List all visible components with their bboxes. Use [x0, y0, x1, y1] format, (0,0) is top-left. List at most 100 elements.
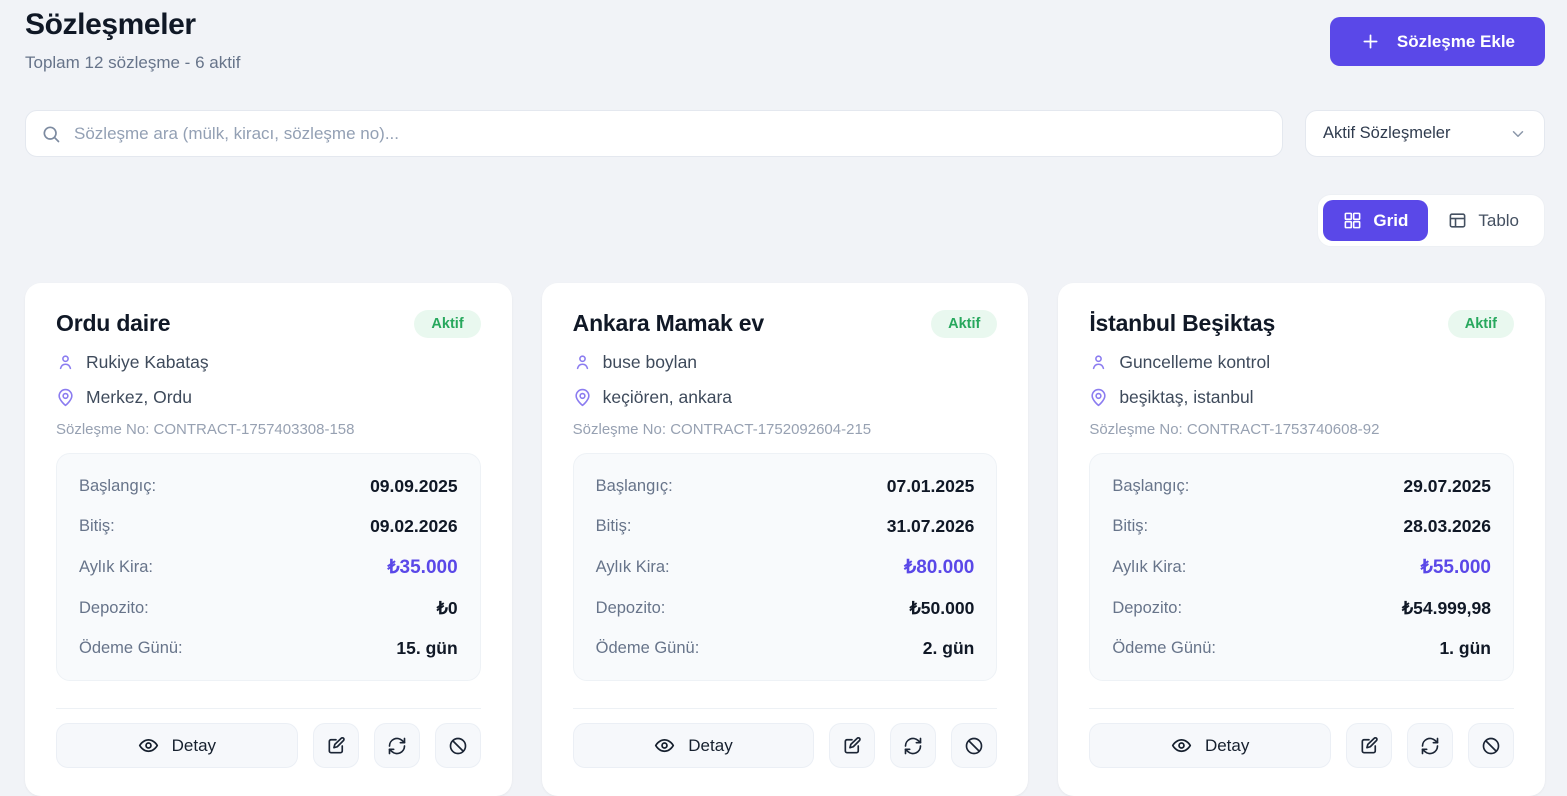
person-icon — [56, 353, 75, 372]
location-pin-icon — [56, 388, 75, 407]
deposit-row: Depozito: ₺50.000 — [596, 588, 975, 628]
contract-number-value: CONTRACT-1752092604-215 — [670, 421, 872, 438]
ban-icon — [448, 736, 468, 756]
payment-day-value: 15. gün — [396, 637, 458, 658]
detail-button-label: Detay — [688, 735, 733, 755]
location-text: keçiören, ankara — [602, 387, 733, 407]
rent-value: ₺80.000 — [904, 556, 975, 578]
eye-icon — [654, 735, 675, 756]
contract-number-prefix: Sözleşme No: — [1089, 421, 1183, 438]
person-icon — [1089, 353, 1108, 372]
start-date-row: Başlangıç: 09.09.2025 — [79, 466, 458, 506]
contract-details: Başlangıç: 29.07.2025 Bitiş: 28.03.2026 … — [1089, 453, 1514, 681]
eye-icon — [138, 735, 159, 756]
card-actions: Detay — [1089, 723, 1514, 768]
status-badge: Aktif — [1447, 310, 1514, 338]
end-date-label: Bitiş: — [79, 516, 115, 535]
contract-title: İstanbul Beşiktaş — [1089, 310, 1276, 336]
contract-card: Ankara Mamak ev Aktif buse boylan keçiör… — [541, 283, 1029, 796]
payment-day-row: Ödeme Günü: 15. gün — [79, 628, 458, 668]
edit-contract-button[interactable] — [1345, 723, 1392, 768]
tenant-row: buse boylan — [573, 352, 998, 373]
rent-value: ₺35.000 — [387, 556, 458, 578]
status-badge: Aktif — [931, 310, 998, 338]
end-date-row: Bitiş: 28.03.2026 — [1112, 506, 1491, 546]
card-actions: Detay — [56, 723, 481, 768]
eye-icon — [1171, 735, 1192, 756]
contract-details: Başlangıç: 07.01.2025 Bitiş: 31.07.2026 … — [572, 453, 998, 681]
payment-day-value: 2. gün — [922, 637, 975, 658]
tenant-name: Rukiye Kabataş — [86, 352, 209, 372]
end-date-value: 31.07.2026 — [886, 515, 975, 536]
detail-button[interactable]: Detay — [572, 723, 815, 768]
deposit-value: ₺0 — [436, 597, 458, 618]
add-contract-button[interactable]: Sözleşme Ekle — [1329, 17, 1545, 66]
renew-contract-button[interactable] — [890, 723, 937, 768]
status-filter-value: Aktif Sözleşmeler — [1323, 124, 1451, 142]
chevron-down-icon — [1509, 125, 1527, 143]
edit-contract-button[interactable] — [829, 723, 876, 768]
ban-icon — [1481, 736, 1501, 756]
location-pin-icon — [573, 388, 592, 407]
status-badge: Aktif — [414, 310, 481, 338]
location-row: Merkez, Ordu — [56, 387, 481, 408]
rent-value: ₺55.000 — [1420, 556, 1491, 578]
renew-contract-button[interactable] — [373, 723, 420, 768]
start-date-row: Başlangıç: 07.01.2025 — [596, 466, 975, 506]
contracts-summary: Toplam 12 sözleşme - 6 aktif — [25, 53, 241, 72]
refresh-icon — [1420, 736, 1440, 756]
cancel-contract-button[interactable] — [1467, 723, 1514, 768]
start-date-row: Başlangıç: 29.07.2025 — [1112, 466, 1491, 506]
edit-contract-button[interactable] — [312, 723, 359, 768]
edit-icon — [842, 736, 862, 756]
contract-number-value: CONTRACT-1753740608-92 — [1186, 421, 1380, 438]
grid-icon — [1343, 211, 1362, 230]
page-title: Sözleşmeler — [25, 8, 196, 41]
contract-details: Başlangıç: 09.09.2025 Bitiş: 09.02.2026 … — [56, 453, 481, 681]
rent-label: Aylık Kira: — [595, 557, 670, 576]
view-toggle-row: Grid Tablo — [25, 194, 1545, 247]
grid-view-button[interactable]: Grid — [1323, 200, 1429, 241]
card-actions: Detay — [572, 723, 998, 768]
renew-contract-button[interactable] — [1406, 723, 1453, 768]
ban-icon — [964, 736, 984, 756]
search-box[interactable] — [25, 110, 1283, 157]
person-icon — [573, 353, 592, 372]
payment-day-row: Ödeme Günü: 1. gün — [1112, 628, 1491, 668]
tenant-name: Guncelleme kontrol — [1119, 352, 1271, 372]
location-row: keçiören, ankara — [573, 387, 998, 408]
contract-card: İstanbul Beşiktaş Aktif Guncelleme kontr… — [1058, 283, 1545, 796]
cancel-contract-button[interactable] — [434, 723, 481, 768]
table-icon — [1448, 211, 1467, 230]
add-contract-label: Sözleşme Ekle — [1396, 31, 1515, 51]
search-input[interactable] — [72, 122, 1267, 145]
tenant-row: Guncelleme kontrol — [1089, 352, 1514, 373]
footer-divider — [56, 708, 481, 709]
detail-button-label: Detay — [1204, 735, 1250, 755]
contract-title: Ordu daire — [56, 310, 171, 336]
detail-button[interactable]: Detay — [56, 723, 298, 768]
payment-day-label: Ödeme Günü: — [1112, 638, 1216, 657]
grid-view-label: Grid — [1373, 210, 1409, 230]
location-text: Merkez, Ordu — [86, 387, 192, 407]
deposit-label: Depozito: — [79, 598, 149, 617]
edit-icon — [1359, 736, 1379, 756]
status-filter-dropdown[interactable]: Aktif Sözleşmeler — [1305, 110, 1545, 157]
detail-button[interactable]: Detay — [1089, 723, 1331, 768]
cancel-contract-button[interactable] — [951, 723, 998, 768]
contract-number: Sözleşme No: CONTRACT-1752092604-215 — [573, 421, 998, 438]
start-date-value: 29.07.2025 — [1403, 475, 1491, 496]
location-row: beşiktaş, istanbul — [1089, 387, 1514, 408]
rent-row: Aylık Kira: ₺55.000 — [1112, 546, 1491, 588]
deposit-label: Depozito: — [1112, 598, 1183, 617]
table-view-button[interactable]: Tablo — [1428, 200, 1539, 241]
payment-day-label: Ödeme Günü: — [595, 638, 700, 657]
contract-number-prefix: Sözleşme No: — [572, 421, 667, 438]
start-date-value: 09.09.2025 — [370, 475, 458, 496]
contract-card: Ordu daire Aktif Rukiye Kabataş Merkez, … — [25, 283, 512, 796]
contract-number: Sözleşme No: CONTRACT-1757403308-158 — [56, 421, 481, 438]
end-date-value: 09.02.2026 — [370, 515, 458, 536]
contract-number: Sözleşme No: CONTRACT-1753740608-92 — [1089, 421, 1514, 438]
deposit-value: ₺50.000 — [909, 597, 975, 618]
